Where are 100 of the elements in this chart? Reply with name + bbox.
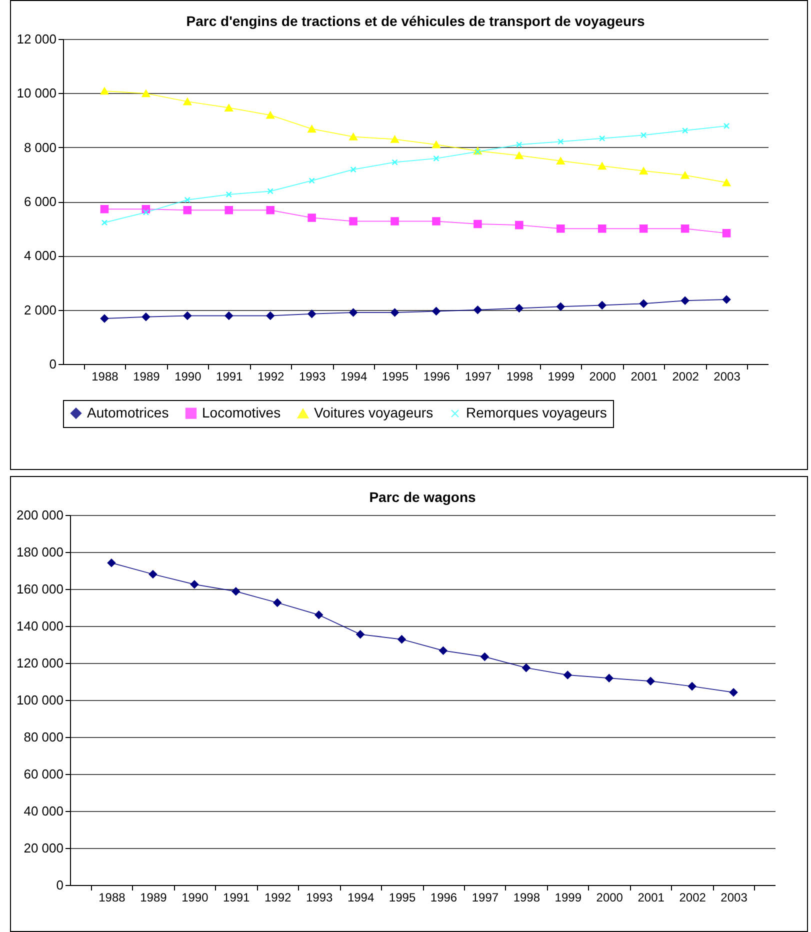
- point: [722, 229, 731, 238]
- point: [598, 301, 606, 310]
- point: [356, 630, 364, 638]
- point: [474, 306, 482, 314]
- point: [390, 308, 399, 317]
- y-tick-label: 0: [49, 356, 56, 372]
- x-tick-label: 1997: [472, 890, 499, 904]
- point: [267, 188, 274, 194]
- point: [390, 136, 399, 143]
- point: [556, 157, 565, 165]
- point: [522, 664, 530, 672]
- x-tick-label: 1988: [98, 890, 126, 904]
- x-tick-label: 1998: [513, 890, 540, 904]
- point: [226, 191, 232, 198]
- y-tick-label: 200 000: [16, 508, 64, 522]
- point: [190, 580, 199, 589]
- x-tick-label: 1991: [223, 890, 250, 904]
- chart-title: Parc de wagons: [369, 489, 476, 505]
- x-tick-label: 1989: [140, 890, 168, 904]
- x-tick-label: 1994: [347, 890, 374, 904]
- point: [558, 138, 564, 145]
- x-tick-label: 2003: [720, 890, 748, 904]
- y-tick-label: 80 000: [24, 730, 64, 744]
- point: [556, 302, 565, 311]
- point: [349, 308, 358, 317]
- x-tick-label: 1996: [423, 370, 450, 384]
- point: [516, 142, 522, 148]
- y-tick-label: 100 000: [16, 692, 64, 708]
- point: [598, 162, 606, 170]
- y-tick-label: 160 000: [16, 582, 64, 596]
- point: [314, 610, 323, 620]
- y-tick-label: 4 000: [24, 248, 56, 264]
- x-tick-label: 2000: [589, 370, 616, 384]
- point: [680, 172, 690, 179]
- x-tick-label: 2001: [638, 890, 665, 904]
- x-tick-label: 1993: [298, 370, 326, 384]
- point: [148, 570, 158, 578]
- point: [480, 652, 489, 661]
- point: [432, 217, 440, 226]
- legend-label: Locomotives: [202, 404, 281, 420]
- y-tick-label: 6 000: [24, 194, 56, 209]
- point: [183, 206, 192, 214]
- point: [101, 220, 108, 226]
- point: [639, 299, 648, 308]
- x-tick-label: 1999: [548, 370, 575, 384]
- point: [183, 312, 192, 320]
- point: [183, 98, 192, 106]
- point: [474, 220, 482, 228]
- y-tick-label: 140 000: [16, 618, 64, 634]
- x-tick-label: 1992: [258, 370, 285, 384]
- point: [640, 132, 647, 138]
- x-tick-label: 1997: [464, 370, 492, 384]
- legend-label: Remorques voyageurs: [466, 404, 607, 420]
- x-tick-label: 1990: [174, 370, 202, 384]
- x-tick-label: 1996: [430, 890, 458, 904]
- point: [604, 674, 614, 682]
- point: [100, 314, 109, 323]
- point: [729, 688, 738, 697]
- point: [350, 166, 356, 173]
- point: [142, 209, 150, 216]
- point: [682, 127, 688, 134]
- point: [308, 214, 316, 222]
- y-tick-label: 20 000: [24, 840, 64, 856]
- point: [142, 312, 150, 322]
- x-tick-label: 2002: [672, 370, 700, 384]
- point: [639, 167, 648, 175]
- x-tick-label: 1999: [554, 890, 582, 904]
- point: [142, 90, 150, 98]
- point: [100, 87, 109, 95]
- point: [722, 178, 731, 186]
- point: [273, 598, 282, 607]
- point: [515, 152, 524, 160]
- point: [556, 224, 565, 233]
- point: [100, 204, 109, 214]
- y-tick-label: 10 000: [16, 86, 56, 101]
- point: [432, 140, 440, 148]
- point: [398, 635, 406, 644]
- point: [432, 307, 440, 316]
- x-tick-label: 1995: [382, 370, 409, 384]
- point: [639, 224, 648, 233]
- point: [224, 104, 234, 112]
- point: [680, 296, 690, 305]
- legend-label: Voitures voyageurs: [314, 404, 434, 420]
- point: [232, 587, 240, 596]
- point: [599, 135, 606, 142]
- x-tick-label: 2001: [630, 370, 658, 384]
- x-tick-label: 1995: [388, 890, 416, 904]
- y-tick-label: 120 000: [16, 656, 64, 670]
- x-tick-label: 1998: [506, 370, 534, 384]
- x-tick-label: 1989: [133, 370, 160, 384]
- point: [439, 646, 448, 655]
- point: [184, 196, 190, 203]
- x-tick-label: 2002: [679, 890, 706, 904]
- point: [308, 310, 316, 318]
- point: [390, 217, 399, 226]
- x-tick-label: 1991: [216, 370, 244, 384]
- y-tick-label: 180 000: [16, 544, 64, 560]
- point: [433, 155, 440, 162]
- point: [392, 159, 398, 166]
- x-tick-label: 1992: [264, 890, 292, 904]
